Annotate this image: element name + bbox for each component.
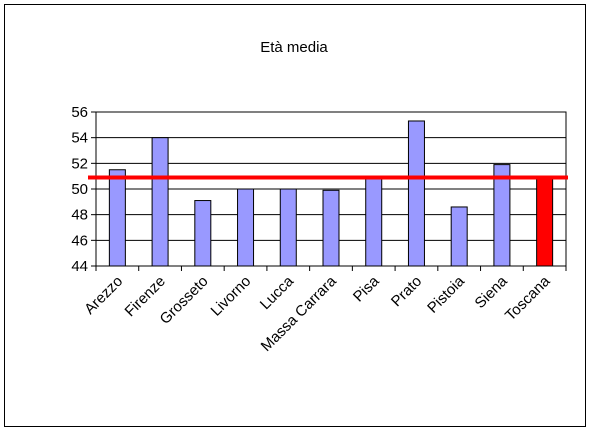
bar-siena <box>493 164 511 267</box>
bar-prato <box>407 120 425 267</box>
y-tick-label: 56 <box>71 104 88 121</box>
y-tick-label: 46 <box>71 232 88 249</box>
bar-massa-carrara <box>322 189 340 267</box>
bar-firenze <box>151 137 169 267</box>
bar-lucca <box>279 188 297 267</box>
x-tick-label: Pistoia <box>424 272 468 316</box>
bar-pistoia <box>450 206 468 267</box>
x-tick-label: Livorno <box>208 273 255 320</box>
bar-arezzo <box>108 169 126 267</box>
bar-toscana <box>536 176 554 267</box>
x-tick-label: Pisa <box>350 272 383 305</box>
bar-pisa <box>365 176 383 267</box>
bar-livorno <box>237 188 255 267</box>
bars <box>108 120 554 267</box>
y-tick-label: 52 <box>71 155 88 172</box>
chart-title: Età media <box>260 39 328 56</box>
y-tick-label: 48 <box>71 207 88 224</box>
y-tick-label: 50 <box>71 181 88 198</box>
x-tick-label: Siena <box>472 272 512 312</box>
y-tick-label: 44 <box>71 258 88 275</box>
x-tick-label: Lucca <box>257 272 298 313</box>
x-tick-label: Prato <box>388 273 425 310</box>
x-tick-label: Toscana <box>502 272 554 324</box>
bar-grosseto <box>194 200 212 267</box>
y-tick-label: 54 <box>71 130 88 147</box>
x-tick-label: Massa Carrara <box>258 272 341 355</box>
y-axis-ticks: 44 46 48 50 52 54 56 <box>71 104 96 275</box>
x-tick-label: Arezzo <box>81 273 126 318</box>
